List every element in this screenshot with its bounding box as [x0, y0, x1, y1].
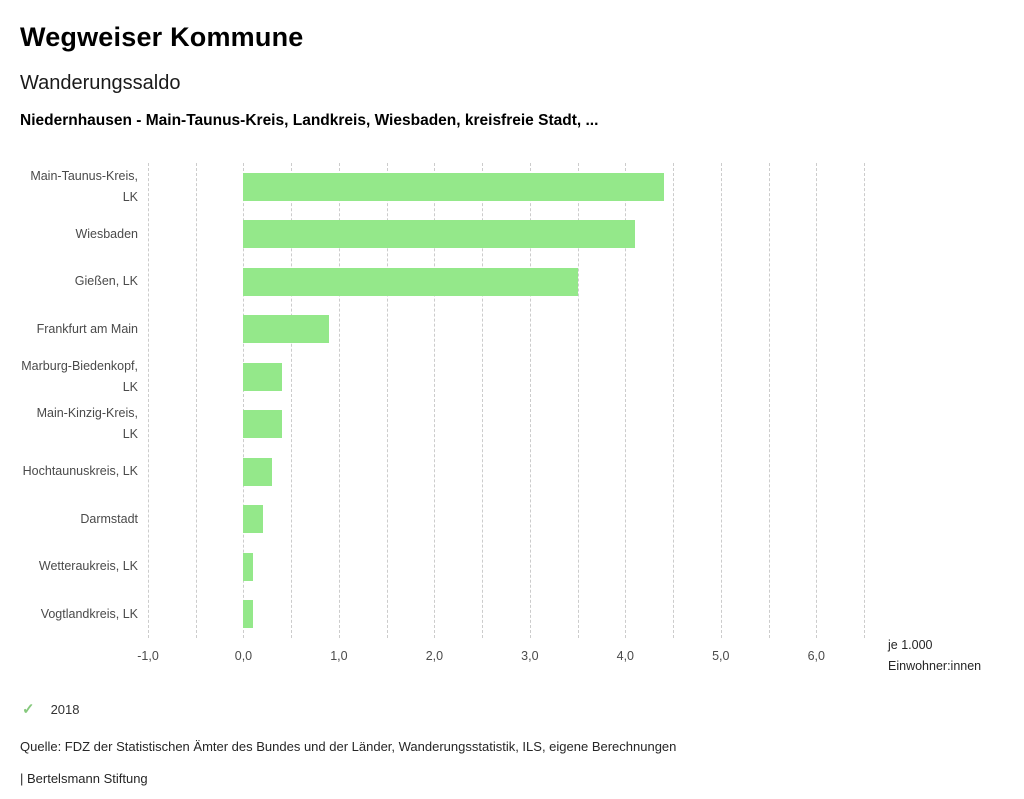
source-note: Quelle: FDZ der Statistischen Ämter des … — [20, 739, 677, 754]
bar — [243, 552, 253, 581]
y-axis-label: Gießen, LK — [74, 274, 138, 289]
gridline — [864, 163, 865, 638]
x-axis-tick-label: 1,0 — [330, 649, 348, 663]
x-axis-tick-label: 4,0 — [616, 649, 635, 663]
y-axis-label: Main-Kinzig-Kreis, LK — [36, 406, 138, 442]
y-axis-label: Main-Taunus-Kreis, LK — [30, 168, 138, 204]
y-axis-label: Vogtlandkreis, LK — [40, 606, 138, 621]
y-axis-label: Frankfurt am Main — [36, 321, 138, 336]
bar — [243, 172, 664, 201]
bar — [243, 267, 578, 296]
x-axis-tick-label: 6,0 — [807, 649, 825, 663]
axis-unit-line1: je 1.000 — [888, 638, 933, 652]
check-icon: ✓ — [22, 700, 35, 718]
bar — [243, 505, 263, 534]
bar — [243, 315, 330, 344]
chart-title: Wanderungssaldo — [20, 72, 181, 94]
y-axis-label: Wiesbaden — [75, 226, 138, 241]
x-axis-tick-label: 2,0 — [425, 649, 444, 663]
bar — [243, 600, 253, 629]
gridline — [148, 163, 149, 638]
axis-unit-line2: Einwohner:innen — [888, 659, 982, 673]
gridline — [673, 163, 675, 638]
y-axis-label: Darmstadt — [80, 511, 138, 526]
x-axis: -1,0 0,0 1,0 2,0 3,0 4,0 5,0 6,0 — [137, 649, 864, 667]
gridline — [291, 163, 293, 638]
y-axis-labels: Main-Taunus-Kreis, LK Wiesbaden Gießen, LK… — [20, 163, 138, 638]
x-axis-tick-label: 3,0 — [521, 649, 539, 663]
y-axis-label: Marburg-Biedenkopf, LK — [21, 358, 138, 394]
axis-unit-label: je 1.000 Einwohner:innen — [888, 635, 981, 677]
gridline — [768, 163, 770, 638]
gridline — [577, 163, 579, 638]
year-legend: ✓ 2018 — [22, 700, 1004, 718]
gridline — [434, 163, 436, 638]
bar — [243, 362, 282, 391]
gridline — [529, 163, 531, 638]
gridline — [338, 163, 340, 638]
bar — [243, 410, 282, 439]
x-axis-tick-label: 5,0 — [712, 649, 730, 663]
bar — [243, 457, 273, 486]
app-title: Wegweiser Kommune — [20, 22, 304, 52]
chart-subtitle: Niedernhausen - Main-Taunus-Kreis, Landk… — [20, 112, 599, 129]
bar — [243, 220, 635, 249]
y-axis-label: Wetteraukreis, LK — [38, 559, 138, 574]
x-axis-tick-label: 0,0 — [234, 649, 253, 663]
x-axis-tick-label: -1,0 — [137, 649, 159, 663]
gridline — [243, 163, 245, 638]
bar-chart: Main-Taunus-Kreis, LK Wiesbaden Gießen, LK… — [20, 163, 1004, 678]
gridline — [625, 163, 627, 638]
gridline — [482, 163, 484, 638]
legend-year-label: 2018 — [50, 701, 80, 717]
branding-label: | Bertelsmann Stiftung — [20, 771, 148, 786]
gridline — [195, 163, 197, 638]
y-axis-label: Hochtaunuskreis, LK — [22, 464, 138, 479]
gridline — [816, 163, 818, 638]
gridline — [386, 163, 388, 638]
plot-area — [148, 163, 865, 638]
gridline — [720, 163, 722, 638]
